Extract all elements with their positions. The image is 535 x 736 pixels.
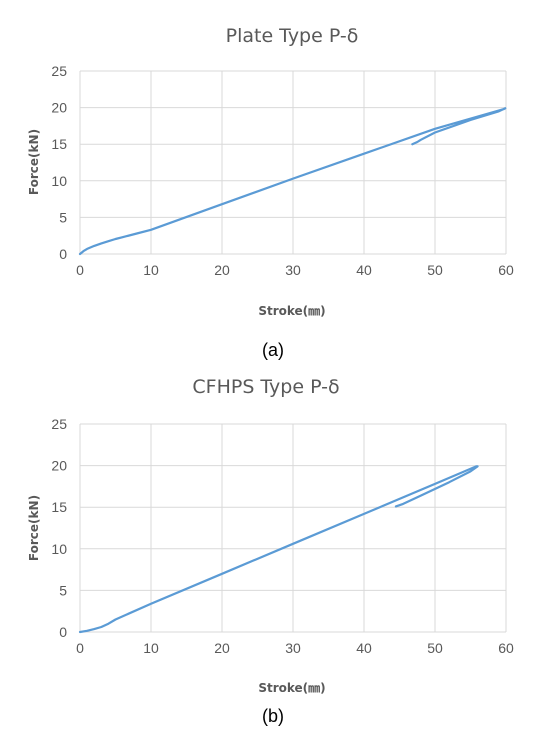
x-tick-label: 30 (285, 262, 301, 278)
x-tick-label: 20 (214, 640, 230, 656)
x-tick-label: 10 (143, 640, 159, 656)
chart-cfhps-type: CFHPS Type P-δ Force(kN) Stroke(㎜) (b) 0… (27, 376, 514, 726)
y-tick-label: 20 (51, 100, 67, 116)
figure-caption: (a) (262, 340, 284, 360)
chart-title: CFHPS Type P-δ (192, 376, 339, 398)
x-tick-label: 40 (356, 262, 372, 278)
x-tick-label: 60 (498, 640, 514, 656)
series-line (78, 107, 507, 256)
y-axis-label: Force(kN) (27, 495, 41, 561)
y-tick-label: 25 (51, 63, 67, 79)
y-tick-label: 20 (51, 458, 67, 474)
y-tick-label: 15 (51, 136, 67, 152)
x-tick-label: 30 (285, 640, 301, 656)
x-tick-label: 0 (76, 262, 84, 278)
x-tick-label: 40 (356, 640, 372, 656)
y-tick-label: 5 (59, 582, 67, 598)
x-tick-label: 60 (498, 262, 514, 278)
y-tick-label: 25 (51, 416, 67, 432)
x-tick-label: 50 (427, 640, 443, 656)
x-tick-label: 0 (76, 640, 84, 656)
y-tick-label: 0 (59, 624, 67, 640)
y-tick-label: 5 (59, 209, 67, 225)
y-tick-label: 0 (59, 246, 67, 262)
x-tick-label: 10 (143, 262, 159, 278)
y-tick-label: 10 (51, 541, 67, 557)
chart-plate-type: Plate Type P-δ Force(kN) Stroke(㎜) (a) 0… (27, 25, 514, 360)
x-tick-label: 20 (214, 262, 230, 278)
x-tick-label: 50 (427, 262, 443, 278)
x-axis-label: Stroke(㎜) (258, 681, 325, 695)
y-tick-label: 15 (51, 499, 67, 515)
y-tick-label: 10 (51, 173, 67, 189)
chart-title: Plate Type P-δ (226, 25, 359, 47)
figure-caption: (b) (262, 706, 284, 726)
y-axis-label: Force(kN) (27, 129, 41, 195)
x-axis-label: Stroke(㎜) (258, 304, 325, 318)
series-line (78, 465, 479, 634)
